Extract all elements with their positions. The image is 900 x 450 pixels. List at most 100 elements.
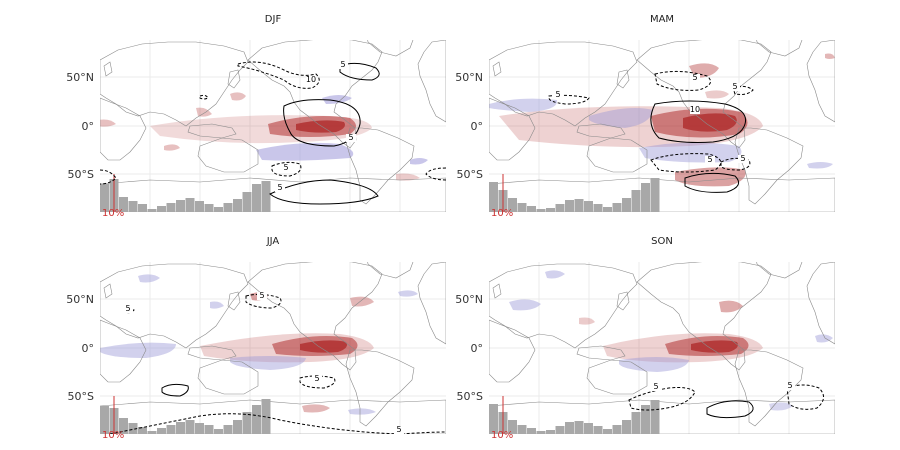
- histogram-bar: [546, 208, 555, 212]
- histogram-bar: [185, 420, 195, 434]
- histogram-bar: [252, 405, 261, 434]
- negative-anomaly-area: [815, 334, 833, 343]
- histogram-percent-label: 10%: [491, 208, 513, 219]
- histogram-bar: [536, 431, 546, 434]
- histogram-bar: [223, 425, 233, 434]
- negative-anomaly-area: [589, 108, 653, 128]
- histogram-bar: [261, 399, 271, 434]
- positive-contour: [684, 172, 740, 193]
- season-panel-jja: JJA 5 5 5 5 10% 50°N 0° 50°S: [66, 236, 446, 441]
- season-panel-mam: MAM 5 5 5 10 5 5 10% 50°N 0° 50°S: [455, 14, 835, 219]
- histogram-bar: [517, 425, 527, 434]
- histogram-bar: [565, 200, 574, 212]
- histogram-bar: [622, 198, 631, 212]
- negative-anomaly-area: [256, 142, 354, 161]
- histogram-inset: [489, 174, 660, 212]
- positive-anomaly-area: [683, 113, 737, 132]
- latitude-tick-label: 50°N: [455, 71, 483, 84]
- negative-contour: [237, 61, 320, 89]
- negative-contour: [650, 153, 722, 173]
- histogram-bar: [593, 204, 603, 212]
- negative-anomaly-area: [509, 299, 541, 311]
- histogram-percent-label: 10%: [102, 430, 124, 441]
- histogram-bar: [631, 412, 641, 434]
- latitude-tick-label: 50°N: [66, 293, 94, 306]
- negative-anomaly-area: [398, 290, 418, 297]
- positive-anomaly-area: [300, 340, 347, 353]
- histogram-inset: [100, 396, 271, 434]
- latitude-tick-label: 50°S: [68, 390, 94, 403]
- histogram-bar: [565, 422, 574, 434]
- histogram-bar: [176, 422, 185, 434]
- histogram-bar: [650, 178, 660, 212]
- histogram-bar: [166, 203, 176, 212]
- negative-contour: [271, 161, 302, 177]
- histogram-bar: [223, 203, 233, 212]
- histogram-bar: [185, 198, 195, 212]
- negative-contour: [199, 94, 209, 100]
- contour-lines: [548, 70, 754, 193]
- positive-anomaly-area: [719, 300, 743, 313]
- latitude-tick-label: 0°: [82, 342, 95, 355]
- histogram-bar: [147, 431, 157, 434]
- histogram-bar: [527, 428, 536, 434]
- histogram-bar: [536, 209, 546, 212]
- season-panel-son: SON 5 5 10% 50°N 0° 50°S: [455, 236, 835, 441]
- histogram-bar: [242, 192, 252, 212]
- histogram-bar: [508, 198, 517, 212]
- positive-anomaly-area: [705, 90, 729, 99]
- positive-contour: [650, 100, 747, 143]
- season-panel-djf: DJF 5 10 5 5 5 10% 50°N 0° 50°S: [66, 14, 446, 219]
- histogram-bar: [233, 420, 242, 434]
- histogram-bar: [489, 182, 498, 212]
- latitude-tick-label: 0°: [82, 120, 95, 133]
- negative-anomaly-area: [138, 274, 160, 283]
- histogram-bar: [641, 183, 650, 212]
- positive-contour: [706, 400, 754, 419]
- histogram-bar: [555, 426, 565, 434]
- negative-contour: [548, 94, 590, 105]
- contour-lines: [628, 384, 824, 419]
- negative-anomaly-area: [230, 356, 306, 370]
- panel-title: DJF: [265, 14, 282, 25]
- negative-anomaly-area: [489, 98, 558, 112]
- negative-anomaly-area: [619, 357, 689, 372]
- contour-label: 10: [690, 105, 700, 114]
- negative-anomaly-area: [322, 95, 352, 104]
- histogram-percent-label: 10%: [491, 430, 513, 441]
- negative-anomaly-area: [100, 342, 176, 358]
- positive-anomaly-area: [302, 404, 330, 413]
- histogram-bar: [593, 426, 603, 434]
- histogram-bar: [100, 184, 109, 212]
- positive-anomaly-area: [579, 317, 595, 325]
- histogram-bar: [261, 181, 271, 212]
- histogram-bar: [100, 406, 109, 434]
- histogram-bar: [195, 423, 204, 434]
- histogram-bar: [650, 400, 660, 434]
- latitude-tick-label: 50°S: [457, 168, 483, 181]
- histogram-bar: [603, 429, 612, 434]
- latitude-tick-label: 50°N: [66, 71, 94, 84]
- positive-anomaly-area: [350, 296, 374, 307]
- histogram-bar: [641, 405, 650, 434]
- positive-anomaly-area: [675, 167, 746, 187]
- histogram-bar: [195, 201, 204, 212]
- negative-anomaly-area: [639, 142, 742, 163]
- contour-label: 5: [787, 381, 792, 390]
- histogram-bar: [622, 420, 631, 434]
- anomaly-shading: [509, 270, 833, 411]
- histogram-bar: [631, 190, 641, 212]
- negative-contour: [732, 85, 754, 95]
- histogram-bar: [166, 425, 176, 434]
- latitude-tick-label: 50°S: [68, 168, 94, 181]
- histogram-bar: [584, 201, 593, 212]
- latitude-tick-label: 50°N: [455, 293, 483, 306]
- contour-label: 5: [340, 60, 345, 69]
- histogram-bar: [508, 420, 517, 434]
- histogram-bar: [176, 200, 185, 212]
- negative-anomaly-area: [348, 408, 376, 415]
- contour-label: 10: [306, 75, 316, 84]
- positive-anomaly-area: [196, 107, 212, 117]
- positive-contour: [339, 62, 380, 81]
